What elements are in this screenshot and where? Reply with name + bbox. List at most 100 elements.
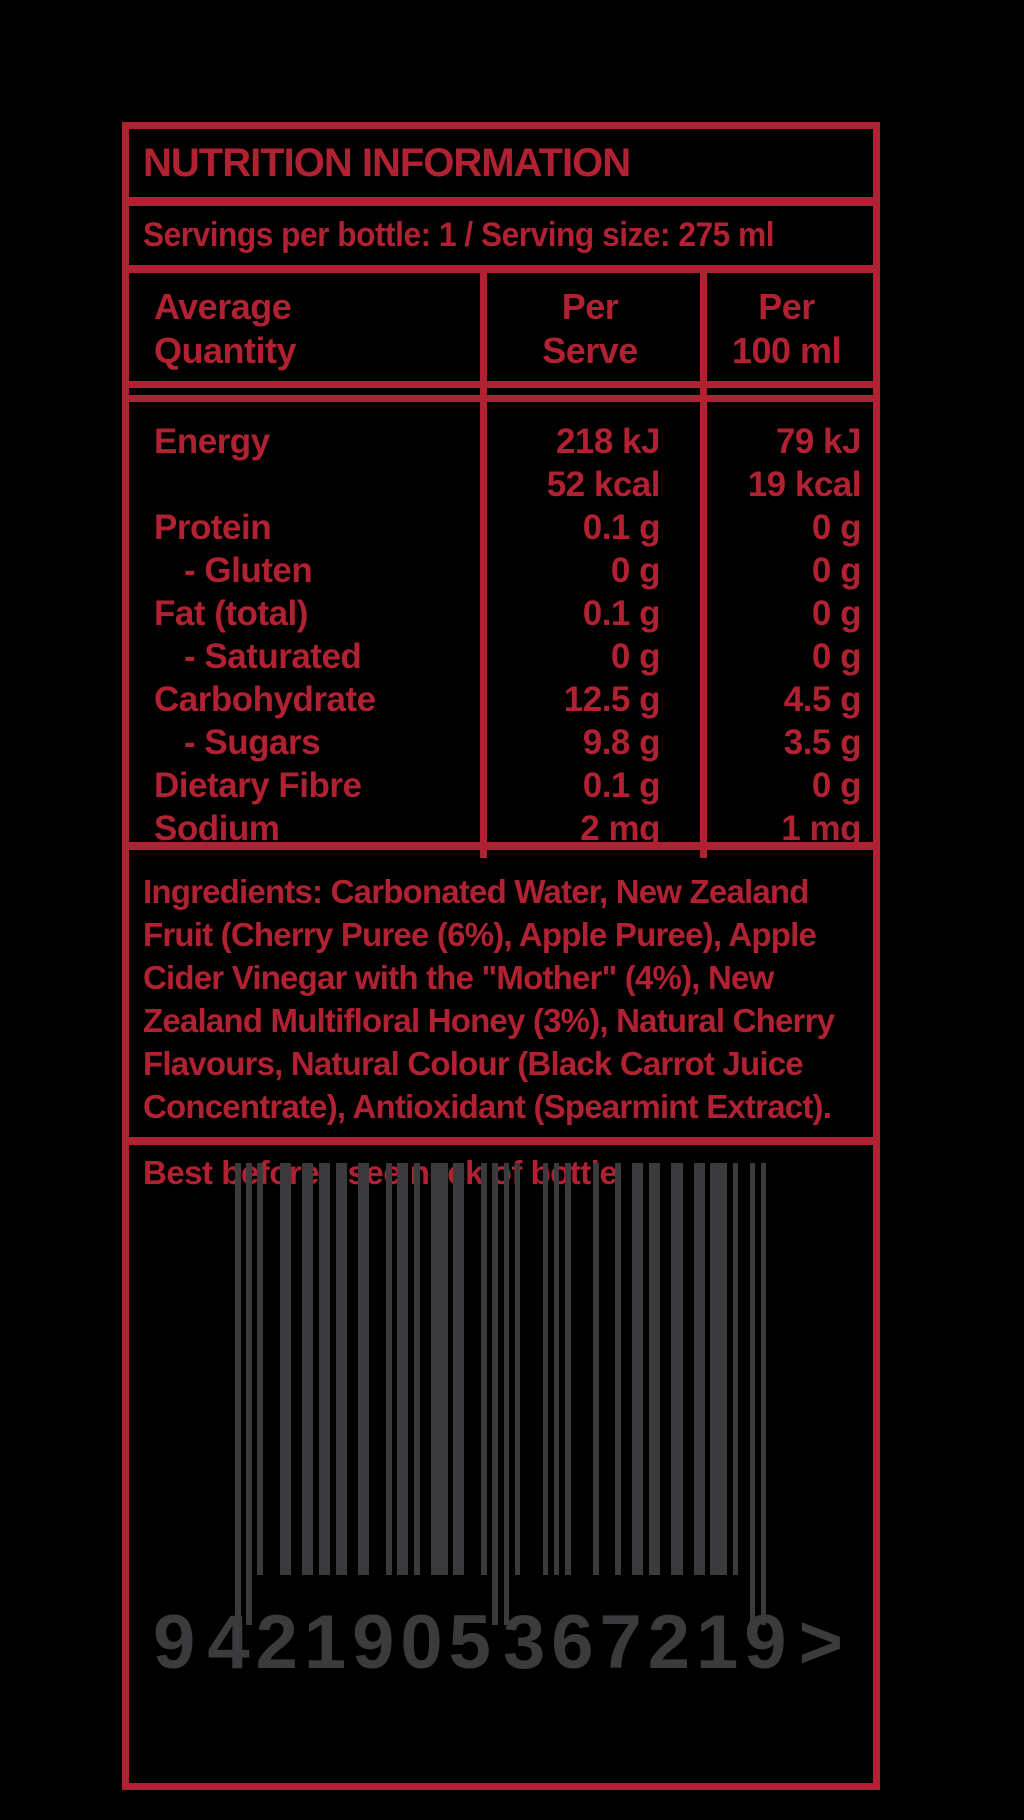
header-double-rule <box>129 381 873 402</box>
barcode-bar <box>318 1163 325 1575</box>
barcode-digits: 9 421905 367219 > <box>153 1603 849 1683</box>
ingredients-section: Ingredients: Carbonated Water, New Zeala… <box>129 850 873 1191</box>
value-per-serve: 2 mg <box>580 809 660 848</box>
value-per-serve: 9.8 g <box>582 723 661 762</box>
barcode-bar <box>760 1163 767 1625</box>
barcode-digits-group1: 421905 <box>207 1600 497 1685</box>
table-row: 52 kcal 19 kcal <box>129 463 873 506</box>
barcode-bar <box>279 1163 286 1575</box>
table-row: - Gluten 0 g 0 g <box>129 549 873 592</box>
barcode-bar <box>397 1163 403 1575</box>
barcode-bar <box>481 1163 487 1575</box>
table-row: Sodium 2 mg 1 mg <box>129 807 873 850</box>
barcode-bar <box>414 1163 420 1575</box>
barcode-bar <box>553 1163 560 1575</box>
barcode-digits-group2: 367219 <box>502 1600 793 1685</box>
value-per-serve: 218 kJ <box>555 422 661 461</box>
barcode-bar <box>676 1163 683 1575</box>
barcode-digit-left: 9 <box>153 1600 202 1685</box>
value-per-100ml: 0 g <box>811 637 862 676</box>
barcode-bar <box>637 1163 644 1575</box>
value-per-100ml: 0 g <box>811 594 862 633</box>
value-per-serve: 0 g <box>610 551 661 590</box>
barcode-bar <box>732 1163 739 1575</box>
nutrient-name: - Gluten <box>184 551 313 590</box>
barcode-bar <box>693 1163 700 1575</box>
table-row: - Sugars 9.8 g 3.5 g <box>129 721 873 764</box>
barcode-bar <box>671 1163 677 1575</box>
barcode-bar <box>363 1163 370 1575</box>
barcode-bar <box>307 1163 314 1575</box>
value-per-serve: 0.1 g <box>582 766 661 805</box>
nutrition-table-body: Energy 218 kJ 79 kJ 52 kcal 19 kcal Protein 0.… <box>129 402 873 850</box>
barcode-bar <box>593 1163 599 1575</box>
barcode-bar <box>335 1163 342 1575</box>
value-per-serve: 0.1 g <box>582 508 661 547</box>
barcode-bar <box>458 1163 465 1575</box>
barcode-section: 9 421905 367219 > <box>129 1145 873 1783</box>
value-per-100ml: 79 kJ <box>775 422 862 461</box>
barcode-bar <box>246 1163 252 1625</box>
barcode-bar <box>565 1163 571 1575</box>
value-per-serve: 12.5 g <box>563 680 661 719</box>
barcode-bar <box>648 1163 655 1575</box>
barcode-bar <box>699 1163 705 1575</box>
barcode-bar <box>453 1163 459 1575</box>
ingredients-paragraph: Ingredients: Carbonated Water, New Zeala… <box>143 870 859 1128</box>
table-header: Average Quantity Per Serve Per 100 ml <box>129 273 873 381</box>
value-per-100ml: 1 mg <box>781 809 861 848</box>
value-per-100ml: 0 g <box>811 508 862 547</box>
table-row: - Saturated 0 g 0 g <box>129 635 873 678</box>
header-per-serve: Per Serve <box>542 286 638 371</box>
table-row: Protein 0.1 g 0 g <box>129 506 873 549</box>
barcode-bar <box>402 1163 409 1575</box>
header-average-quantity: Average Quantity <box>154 286 297 371</box>
nutrient-name: Sodium <box>154 809 280 848</box>
nutrient-name: Energy <box>154 422 270 461</box>
barcode-bar <box>430 1163 437 1575</box>
barcode-bar <box>441 1163 448 1575</box>
barcode-bar <box>503 1163 510 1625</box>
table-row: Dietary Fibre 0.1 g 0 g <box>129 764 873 807</box>
barcode-bar <box>324 1163 331 1575</box>
table-row: Energy 218 kJ 79 kJ <box>129 420 873 463</box>
barcode-bar <box>716 1163 722 1575</box>
table-row: Carbohydrate 12.5 g 4.5 g <box>129 678 873 721</box>
nutrient-name <box>129 463 480 506</box>
serving-info-text: Servings per bottle: 1 / Serving size: 2… <box>143 216 775 254</box>
ingredients-text: Carbonated Water, New Zealand Fruit (Che… <box>143 873 835 1125</box>
value-per-100ml: 0 g <box>811 766 862 805</box>
barcode-bar <box>285 1163 291 1575</box>
serving-info-line: Servings per bottle: 1 / Serving size: 2… <box>129 206 873 273</box>
barcode-bar <box>542 1163 549 1575</box>
table-column-divider-1 <box>480 273 487 858</box>
barcode-bar <box>632 1163 638 1575</box>
barcode-bar <box>492 1163 498 1625</box>
barcode-bar <box>710 1163 717 1575</box>
nutrient-name: Dietary Fibre <box>154 766 362 805</box>
value-per-100ml: 19 kcal <box>747 465 862 504</box>
header-per-100ml: Per 100 ml <box>731 286 842 371</box>
barcode-bar <box>721 1163 728 1575</box>
nutrient-name: Protein <box>154 508 272 547</box>
value-per-serve: 0.1 g <box>582 594 661 633</box>
nutrition-label: NUTRITION INFORMATION Servings per bottl… <box>122 122 880 1790</box>
barcode-bar <box>235 1163 241 1625</box>
nutrient-name: - Saturated <box>184 637 362 676</box>
table-column-divider-2 <box>700 273 707 858</box>
value-per-serve: 0 g <box>610 637 661 676</box>
barcode-arrow: > <box>798 1600 849 1685</box>
ingredients-label: Ingredients: <box>143 873 323 910</box>
value-per-100ml: 4.5 g <box>783 680 862 719</box>
barcode-bar <box>341 1163 347 1575</box>
value-per-serve: 52 kcal <box>546 465 661 504</box>
barcode-bar <box>436 1163 442 1575</box>
barcode-bar <box>302 1163 308 1575</box>
barcode-bar <box>514 1163 521 1575</box>
barcode-bars <box>235 1163 767 1625</box>
barcode-bar <box>386 1163 392 1575</box>
nutrient-name: Fat (total) <box>154 594 308 633</box>
table-row: Fat (total) 0.1 g 0 g <box>129 592 873 635</box>
nutrient-name: - Sugars <box>184 723 321 762</box>
